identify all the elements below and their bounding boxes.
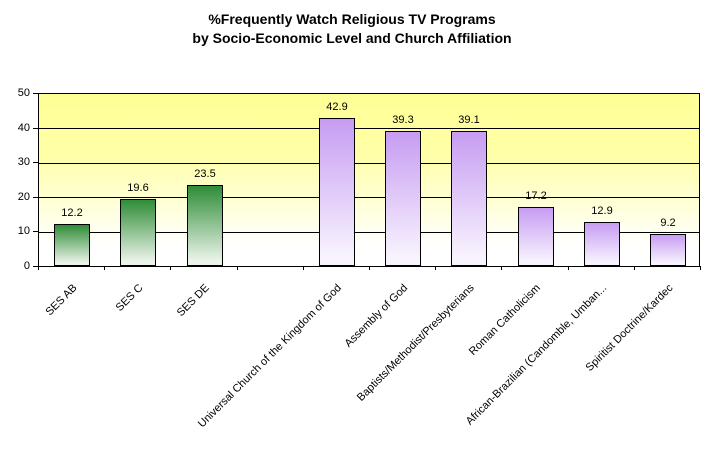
x-axis-tick-mark bbox=[435, 266, 436, 270]
y-axis-tick-mark bbox=[33, 231, 38, 232]
x-axis-category-label: Baptists/Methodist/Presbyterians bbox=[355, 282, 477, 404]
bar-value-label: 23.5 bbox=[194, 168, 216, 180]
y-axis-tick-mark bbox=[33, 93, 38, 94]
y-axis-tick-mark bbox=[33, 162, 38, 163]
bar-Roman Catholicism bbox=[518, 207, 554, 266]
bar-Assembly of God bbox=[385, 131, 421, 266]
x-axis-tick-mark bbox=[303, 266, 304, 270]
y-axis-tick-label: 50 bbox=[17, 87, 30, 99]
bar-value-label: 12.2 bbox=[61, 207, 83, 219]
chart-title-line1: %Frequently Watch Religious TV Programs bbox=[208, 11, 496, 27]
y-axis-tick-label: 40 bbox=[17, 122, 30, 134]
bar-value-label: 17.2 bbox=[525, 190, 547, 202]
y-axis-tick-mark bbox=[33, 266, 38, 267]
x-axis-category-label: Assembly of God bbox=[342, 282, 411, 350]
x-axis-tick-mark bbox=[501, 266, 502, 270]
x-axis-category-label: SES DE bbox=[174, 282, 212, 320]
bar-SES DE bbox=[187, 185, 223, 266]
x-axis-category-label: Universal Church of the Kingdom of God bbox=[196, 282, 345, 431]
bar-value-label: 42.9 bbox=[326, 101, 348, 113]
x-axis-tick-mark bbox=[568, 266, 569, 270]
x-axis-tick-mark bbox=[700, 266, 701, 270]
x-axis-tick-mark bbox=[369, 266, 370, 270]
bar-African-Brazilian (Candomble, Umban... bbox=[584, 222, 620, 266]
x-axis-tick-mark bbox=[634, 266, 635, 270]
x-axis-category-label: African-Brazilian (Candomble, Umban... bbox=[463, 282, 610, 428]
y-axis-tick-mark bbox=[33, 197, 38, 198]
x-axis-tick-mark bbox=[170, 266, 171, 270]
gridline bbox=[39, 197, 699, 198]
bar-value-label: 39.1 bbox=[458, 114, 480, 126]
bar-Baptists/Methodist/Presbyterians bbox=[451, 131, 487, 266]
x-axis-category-label: Roman Catholicism bbox=[467, 282, 543, 358]
plot-area: 12.2 19.6 23.5 42.9 39.3 39.1 17.2 12.9 9.2 bbox=[38, 93, 700, 267]
gridline bbox=[39, 128, 699, 129]
chart-title: %Frequently Watch Religious TV Programs … bbox=[0, 10, 704, 48]
x-axis-tick-mark bbox=[38, 266, 39, 270]
y-axis-tick-label: 30 bbox=[17, 156, 30, 168]
bar-value-label: 12.9 bbox=[591, 205, 613, 217]
x-axis-category-label: SES AB bbox=[43, 282, 80, 319]
x-axis-category-label: SES C bbox=[113, 282, 146, 314]
y-axis-tick-label: 10 bbox=[17, 225, 30, 237]
bar-value-label: 39.3 bbox=[392, 114, 414, 126]
y-axis-tick-mark bbox=[33, 128, 38, 129]
chart-title-line2: by Socio-Economic Level and Church Affil… bbox=[192, 30, 512, 46]
bar-value-label: 9.2 bbox=[660, 217, 676, 229]
x-axis-tick-mark bbox=[104, 266, 105, 270]
bar-SES AB bbox=[54, 224, 90, 266]
bar-value-label: 19.6 bbox=[127, 182, 149, 194]
y-axis-tick-label: 0 bbox=[23, 260, 30, 272]
x-axis-tick-mark bbox=[237, 266, 238, 270]
bar-Universal Church of the Kingdom of God bbox=[319, 118, 355, 266]
y-axis-tick-label: 20 bbox=[17, 191, 30, 203]
bar-SES C bbox=[120, 199, 156, 266]
bar-Spiritist Doctrine/Kardec bbox=[650, 234, 686, 266]
gridline bbox=[39, 163, 699, 164]
gridline bbox=[39, 232, 699, 233]
